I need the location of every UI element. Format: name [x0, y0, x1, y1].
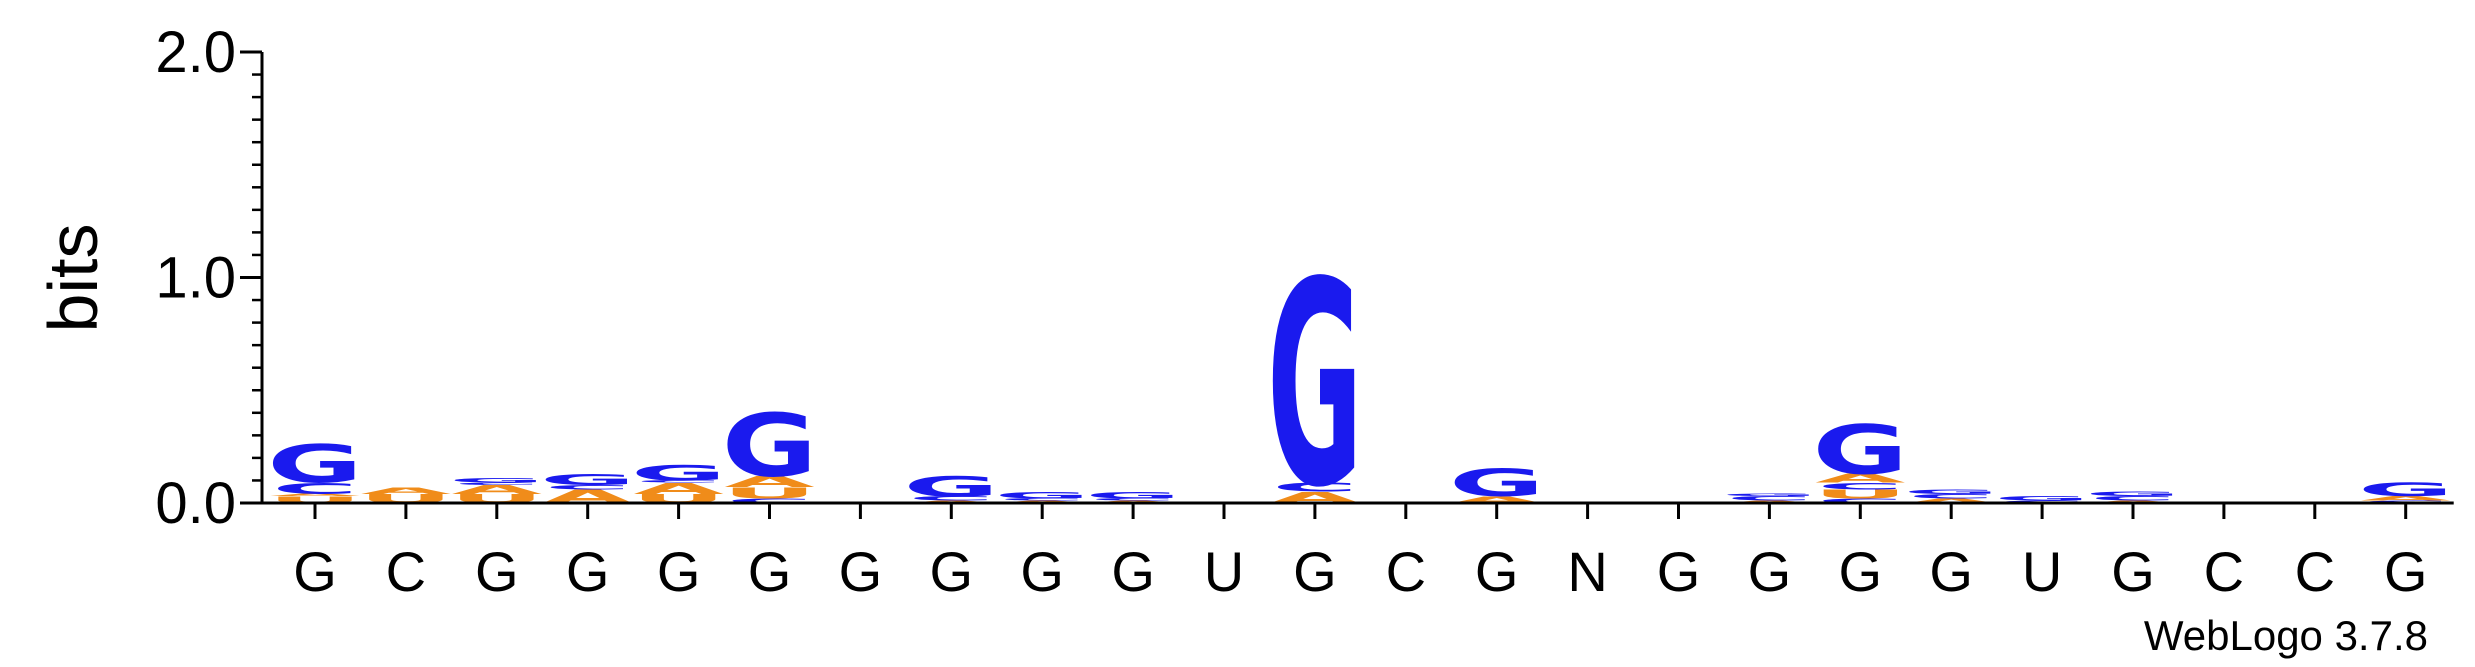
logo-letter-a: A [1815, 471, 1905, 485]
logo-letter-g: G [2358, 479, 2454, 501]
x-tick-label: N [1567, 540, 1607, 603]
logo-letter-g: G [631, 460, 727, 485]
logo-letter-g: G [1812, 410, 1908, 490]
logo-letter-g: G [2085, 491, 2181, 498]
x-tick-label: G [748, 540, 792, 603]
logo-letter-a: A [633, 480, 723, 498]
x-tick-label: G [657, 540, 701, 603]
logo-letter-g: G [994, 490, 1090, 501]
logo-letter-c: C [2090, 495, 2176, 502]
logo-letter-g: G [1994, 495, 2090, 502]
x-tick-label: C [2295, 540, 2335, 603]
x-tick-label: U [1204, 540, 1244, 603]
logo-letter-a: A [724, 473, 814, 491]
logo-letter-c: C [636, 480, 722, 484]
logo-letter-a: A [1906, 497, 1996, 504]
logo-letter-g: G [1449, 462, 1545, 505]
logo-letter-a: A [1452, 494, 1542, 505]
x-tick-label: G [1475, 540, 1519, 603]
logo-letter-c: C [272, 480, 358, 498]
x-tick-label: C [2204, 540, 2244, 603]
logo-letter-g: G [1722, 493, 1818, 497]
weblogo-credit: WebLogo 3.7.8 [2144, 612, 2428, 659]
x-tick-label: G [839, 540, 883, 603]
logo-letter-g: G [1267, 221, 1363, 549]
x-tick-label: G [2384, 540, 2428, 603]
logo-letter-g: G [722, 397, 818, 497]
logo-letter-g: G [1903, 488, 1999, 495]
x-tick-label: G [1748, 540, 1792, 603]
x-tick-label: G [475, 540, 519, 603]
x-tick-label: G [1020, 540, 1064, 603]
logo-letter-g: G [540, 471, 636, 489]
x-tick-label: U [2022, 540, 2062, 603]
x-tick-label: G [1111, 540, 1155, 603]
logo-letter-g: G [1085, 490, 1181, 501]
logo-letter-g: G [449, 477, 545, 484]
logo-letter-c: C [999, 498, 1085, 502]
logo-letter-c: C [1908, 493, 1994, 500]
logo-letter-c: C [1090, 498, 1176, 502]
y-axis: 0.0 1.0 2.0 [155, 20, 264, 536]
logo-letter-c: C [454, 482, 540, 486]
logo-letter-c: C [1272, 480, 1358, 494]
logo-letter-u: U [1813, 487, 1908, 501]
x-tick-label: G [293, 540, 337, 603]
y-tick-label: 2.0 [155, 20, 236, 85]
logo-letter-c: C [545, 484, 631, 491]
x-tick-label: G [1293, 540, 1337, 603]
y-tick-label: 1.0 [155, 246, 236, 311]
logo-letter-a: A [361, 485, 451, 496]
x-tick-label: G [566, 540, 610, 603]
logo-letter-c: C [1817, 481, 1903, 492]
logo-glyphs: UACGUAUACGACGUACGCUAGAACGACGACGACGAGAACG… [267, 221, 2453, 549]
x-tick-label: G [2111, 540, 2155, 603]
x-tick-label: G [1839, 540, 1883, 603]
logo-letter-c: C [1817, 497, 1903, 504]
logo-letter-a: A [452, 483, 542, 497]
logo-letter-c: C [908, 495, 994, 502]
x-tick-label: C [386, 540, 426, 603]
logo-letter-g: G [267, 435, 363, 496]
logo-letter-u: U [722, 484, 817, 502]
logo-letter-g: G [903, 470, 999, 502]
logo-letter-a: A [270, 493, 360, 497]
y-axis-label: bits [34, 224, 112, 333]
x-tick-label: C [1386, 540, 1426, 603]
y-tick-label: 0.0 [155, 471, 236, 536]
logo-letter-u: U [268, 494, 363, 505]
x-tick-label: G [930, 540, 974, 603]
x-tick-label: G [1929, 540, 1973, 603]
x-tick-label: G [1657, 540, 1701, 603]
logo-letter-a: A [2361, 495, 2451, 502]
logo-letter-c: C [727, 497, 813, 504]
logo-letter-c: C [1727, 495, 1813, 502]
